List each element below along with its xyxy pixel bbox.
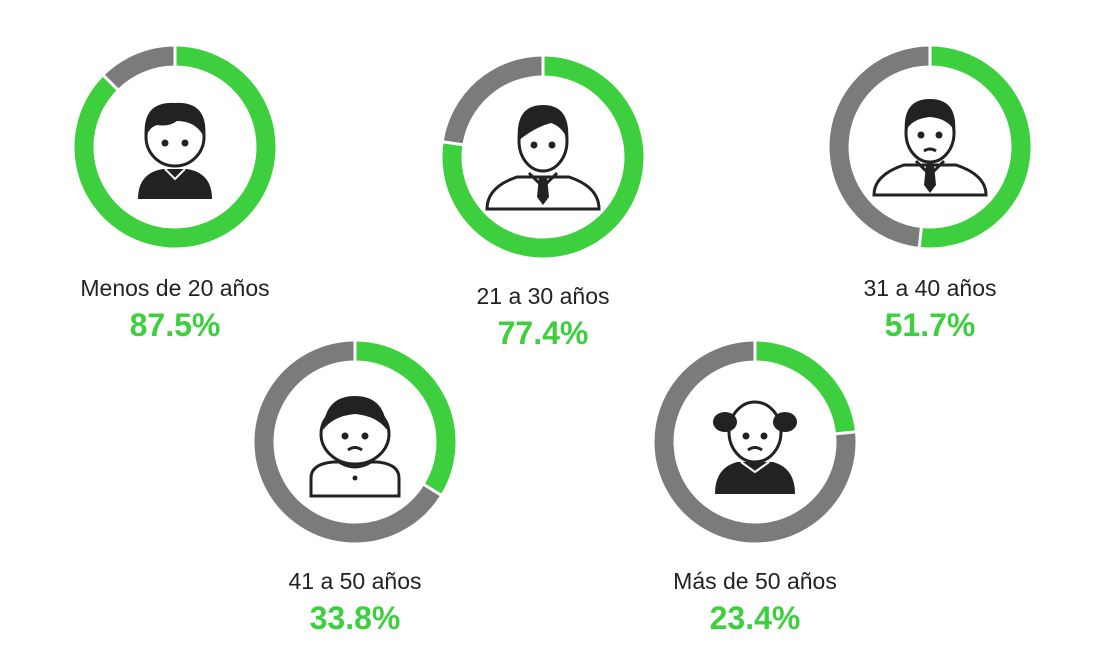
segment-divider <box>422 483 443 497</box>
middle-aged-man-icon <box>309 396 401 498</box>
donut-ring <box>442 55 644 258</box>
filled-arc <box>919 46 1031 248</box>
donut-label: Más de 50 años <box>673 568 837 594</box>
donut-value: 51.7% <box>884 307 976 343</box>
remaining-arc <box>654 341 856 543</box>
donut-item: 41 a 50 años 33.8% <box>225 340 485 660</box>
man-tie-icon <box>872 99 988 197</box>
remaining-arc <box>254 341 441 543</box>
segment-divider <box>442 140 464 147</box>
donut-value: 23.4% <box>709 600 801 636</box>
donut-item: 21 a 30 años 77.4% <box>413 55 673 365</box>
segment-divider <box>917 226 923 249</box>
young-man-tie-icon <box>485 105 601 211</box>
boy-icon <box>138 102 212 199</box>
donut-ring <box>829 45 1031 249</box>
donut-item: Más de 50 años 23.4% <box>625 340 885 660</box>
filled-arc <box>442 56 644 258</box>
filled-arc <box>74 46 276 248</box>
old-man-icon <box>713 400 797 494</box>
segment-divider <box>834 430 857 436</box>
donut-value: 77.4% <box>497 315 589 351</box>
donut-label: 41 a 50 años <box>288 568 422 594</box>
donut-item: Menos de 20 años 87.5% <box>45 45 305 355</box>
donut-ring <box>74 45 276 248</box>
donut-ring <box>654 340 857 543</box>
remaining-arc <box>443 56 544 146</box>
donut-label: Menos de 20 años <box>80 275 270 301</box>
remaining-arc <box>103 46 176 90</box>
donut-label: 21 a 30 años <box>476 283 610 309</box>
donut-ring <box>254 340 456 543</box>
filled-arc <box>754 341 855 435</box>
donut-value: 87.5% <box>129 307 221 343</box>
filled-arc <box>354 341 456 495</box>
donut-value: 33.8% <box>309 600 401 636</box>
segment-divider <box>102 74 120 92</box>
donut-item: 31 a 40 años 51.7% <box>800 45 1060 355</box>
donut-label: 31 a 40 años <box>863 275 997 301</box>
remaining-arc <box>829 46 931 247</box>
